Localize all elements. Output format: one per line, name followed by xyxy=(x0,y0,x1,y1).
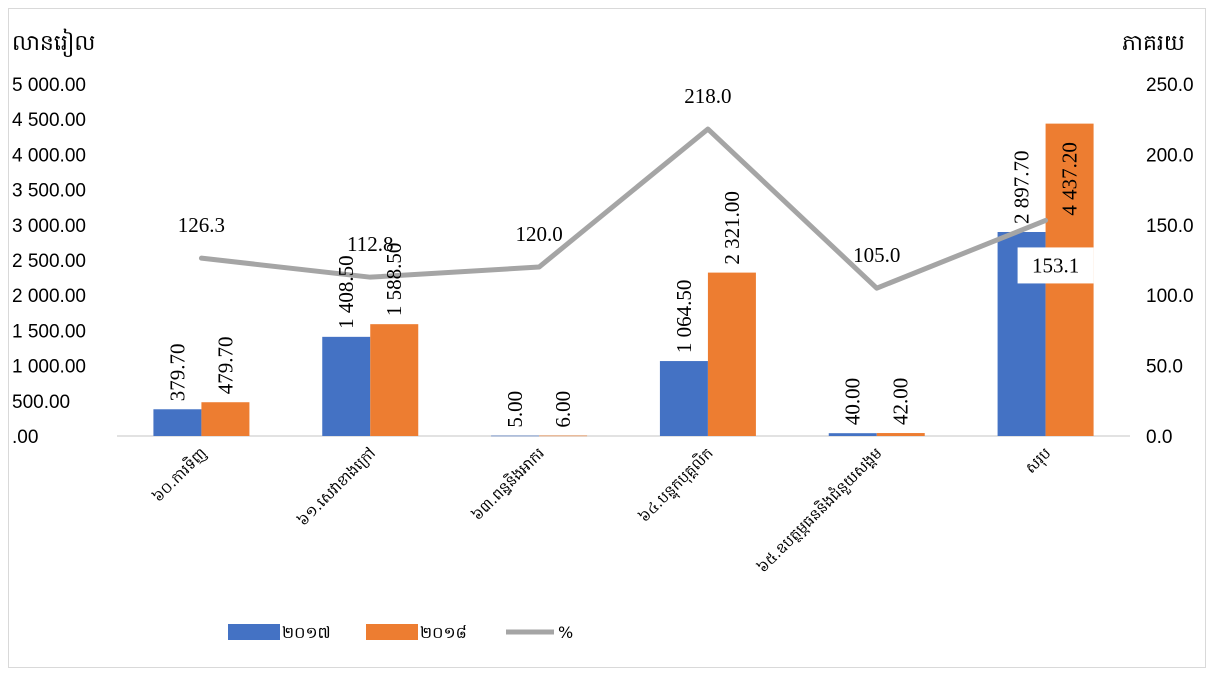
category-label: ៦០.ការទិញ xyxy=(148,443,210,505)
bar-data-label: 1 588.50 xyxy=(382,243,406,317)
category-label: សរុប xyxy=(1021,444,1055,478)
bar-series1 xyxy=(322,336,371,436)
y-right-tick-label: 200.0 xyxy=(1146,145,1194,166)
bar-data-label: 40.00 xyxy=(841,378,865,425)
line-label-box xyxy=(1017,247,1094,284)
y-right-tick-label: 250.0 xyxy=(1146,75,1194,96)
legend: ២០១៧ ២០១៨% xyxy=(228,623,573,642)
y-left-tick-label: 4 000.00 xyxy=(12,145,86,166)
line-data-label: 218.0 xyxy=(684,84,731,108)
y-right-tick-label: 100.0 xyxy=(1146,286,1194,307)
line-series: 126.3 112.8 120.0 218.0 105.0 153.1 xyxy=(178,84,1094,291)
y-right-unit: ភាគរយ xyxy=(1122,31,1185,56)
y-left-tick-label: 3 500.00 xyxy=(12,181,86,202)
bar-series2 xyxy=(539,435,588,437)
y-left-tick-label: 3 000.00 xyxy=(12,216,86,237)
category-label: ៦៣.ពន្ធនិងអាករ xyxy=(467,443,548,524)
line-series-path xyxy=(198,126,1049,291)
y-left-tick-label: 2 000.00 xyxy=(12,286,86,307)
legend-swatch-bar xyxy=(366,624,418,640)
bar-series1 xyxy=(659,361,708,436)
y-left-tick-label: 2 500.00 xyxy=(12,251,86,272)
legend-label: % xyxy=(558,623,573,642)
y-left-tick-label: 500.00 xyxy=(12,392,70,413)
line-data-label: 105.0 xyxy=(853,243,900,267)
bar-data-label: 5.00 xyxy=(503,391,527,428)
bar-data-label: 479.70 xyxy=(213,336,237,394)
bar-data-labels: 379.70 479.70 1 408.50 1 588.50 5.00 6.00 1 06… xyxy=(165,142,1081,428)
y-left-tick-label: 1 500.00 xyxy=(12,321,86,342)
bar-data-label: 1 408.50 xyxy=(334,255,358,329)
legend-label: ២០១៨ xyxy=(420,623,467,642)
bar-series2 xyxy=(201,402,250,436)
y-left-tick-label: .00 xyxy=(12,427,38,448)
y-right-tick-label: 150.0 xyxy=(1146,216,1194,237)
bar-series1 xyxy=(828,433,877,436)
bar-data-label: 1 064.50 xyxy=(672,280,696,354)
legend-label: ២០១៧ xyxy=(282,623,331,642)
bar-data-label: 6.00 xyxy=(551,391,575,428)
line-data-label: 120.0 xyxy=(515,222,562,246)
y-left-unit: លានរៀល xyxy=(12,28,95,57)
bar-data-label: 379.70 xyxy=(165,344,189,402)
y-left-tick-label: 1 000.00 xyxy=(12,357,86,378)
y-left-tick-label: 5 000.00 xyxy=(12,75,86,96)
y-right-tick-labels: 0.0 50.0 100.0 150.0 200.0 250.0 xyxy=(1146,75,1194,448)
category-label: ៦១.សេវាខាងក្រៅ xyxy=(294,444,379,529)
y-left-tick-label: 4 500.00 xyxy=(12,110,86,131)
y-right-tick-label: 0.0 xyxy=(1146,427,1172,448)
legend-swatch-bar xyxy=(228,624,280,640)
bar-data-label: 2 321.00 xyxy=(720,191,744,265)
line-data-label: 112.8 xyxy=(347,232,393,256)
bar-series2 xyxy=(707,272,756,436)
bar-data-label: 2 897.70 xyxy=(1010,151,1034,225)
category-label: ៦៤.បន្ទុកបុគ្គលិក xyxy=(634,443,718,527)
bar-data-label: 4 437.20 xyxy=(1058,142,1082,216)
line-data-label: 153.1 xyxy=(1032,253,1079,277)
bar-series1 xyxy=(491,435,540,437)
y-right-tick-label: 50.0 xyxy=(1146,357,1183,378)
bar-series1 xyxy=(153,409,202,436)
bar-series2 xyxy=(370,324,419,436)
bar-data-label: 42.00 xyxy=(889,378,913,425)
category-label: ៦៥.ឧបត្ថម្ភធននិងជំនួយសង្គម xyxy=(753,443,887,577)
bar-series2 xyxy=(876,433,925,436)
category-labels: ៦០.ការទិញ ៦១.សេវាខាងក្រៅ ៦៣.ពន្ធនិងអាករ ៦៤.… xyxy=(148,443,1055,577)
bar-series xyxy=(153,123,1094,437)
y-left-tick-labels: .00 500.00 1 000.00 1 500.00 2 000.00 2 500.0… xyxy=(12,75,86,448)
line-data-label: 126.3 xyxy=(178,213,225,237)
